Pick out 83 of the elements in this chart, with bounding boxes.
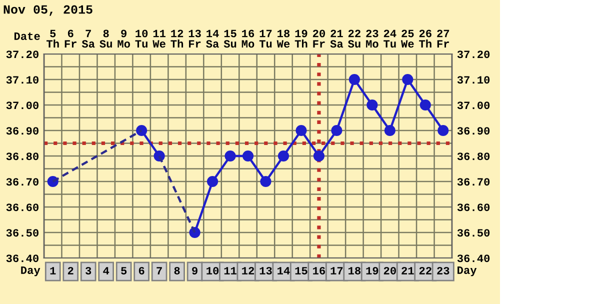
x2-axis-title: Date	[14, 32, 40, 40]
point	[366, 99, 378, 111]
x2-tick-label: 15 Su	[224, 30, 236, 48]
y-tick-label: 36.50	[6, 229, 38, 237]
x-tick-label: 20	[384, 266, 396, 274]
x-tick-label: 9	[192, 266, 198, 274]
point	[420, 99, 431, 111]
y2-tick-label: 36.40	[457, 254, 490, 262]
x-tick-label: 6	[138, 266, 144, 274]
y2-tick-label: 37.00	[457, 102, 490, 110]
point	[260, 176, 272, 188]
point	[206, 176, 218, 188]
x-tick-label: 3	[86, 266, 92, 275]
point	[242, 150, 254, 162]
x-tick-label: 17	[330, 267, 343, 274]
point	[313, 150, 325, 162]
x2-tick-label: 13 Fr	[188, 30, 201, 48]
x-tick-label: 21	[402, 266, 414, 274]
x2-tick-label: 17 Tu	[259, 30, 272, 48]
x2-tick-label: 7 Sa	[82, 30, 95, 48]
point	[384, 124, 396, 136]
x-tick-label: 7	[156, 267, 162, 274]
point	[402, 74, 414, 86]
x2-tick-label: 18 We	[276, 30, 290, 48]
x2-tick-label: 19 Th	[294, 30, 308, 48]
y-tick-label: 37.00	[6, 102, 38, 110]
y-tick-label: 36.60	[6, 204, 38, 212]
x-tick-label: 1	[50, 267, 56, 274]
y2-tick-label: 36.90	[457, 127, 490, 135]
x2-tick-label: 16 Mo	[242, 30, 254, 48]
x2-tick-label: 6 Fr	[64, 30, 76, 48]
y2-tick-label: 36.80	[457, 152, 490, 160]
y-tick-label: 36.90	[6, 127, 38, 135]
y-tick-label: 37.10	[6, 76, 38, 84]
y2-tick-label: 36.70	[457, 178, 490, 186]
x2-tick-label: 22 Su	[348, 30, 360, 48]
x2-tick-label: 10 Tu	[135, 30, 148, 48]
y2-tick-label: 36.60	[457, 204, 490, 212]
x-tick-label: 14	[278, 267, 290, 274]
x2-tick-label: 9 Mo	[118, 30, 130, 48]
x2-tick-label: 21 Sa	[330, 30, 344, 48]
x-tick-label: 23	[437, 266, 450, 275]
x-tick-label: 22	[419, 266, 432, 274]
x2-tick-label: 8 Su	[100, 30, 112, 48]
y2-tick-label: 36.50	[457, 229, 490, 237]
y2-tick-label: 37.10	[457, 76, 490, 84]
x2-tick-label: 14 Sa	[206, 30, 219, 48]
point	[278, 150, 290, 162]
x2-tick-label: 5 Th	[46, 30, 59, 48]
x-tick-label: 8	[174, 266, 180, 274]
x2-tick-label: 11 We	[152, 30, 166, 48]
x2-tick-label: 20 Fr	[312, 30, 325, 48]
y-tick-label: 36.70	[6, 178, 38, 186]
y-tick-label: 36.40	[6, 254, 38, 262]
x-tick-label: 2	[68, 266, 74, 274]
x-tick-label: 16	[313, 266, 326, 274]
point	[296, 124, 307, 136]
x-tick-label: 5	[121, 267, 127, 274]
y-tick-label: 36.80	[6, 152, 38, 160]
x-tick-label: 4	[103, 267, 110, 274]
chart-title: Nov 05, 2015	[4, 5, 92, 16]
text: Day	[458, 266, 477, 276]
x2-tick-label: 24 Tu	[384, 30, 396, 48]
x-tick-label: 13	[260, 266, 272, 275]
point	[136, 124, 148, 136]
point	[224, 150, 236, 162]
x-tick-label: 18	[348, 266, 361, 274]
x-tick-label: 15	[295, 267, 308, 274]
x-axis-title: Day	[21, 266, 40, 276]
x2-tick-label: 12 Th	[170, 30, 184, 48]
x2-tick-label: 25 We	[400, 30, 414, 48]
y2-tick-label: 37.20	[457, 50, 490, 58]
x-tick-label: 12	[242, 266, 254, 274]
x2-tick-label: 27 Fr	[437, 30, 450, 48]
point	[438, 124, 449, 136]
x-tick-label: 11	[224, 267, 236, 274]
x-tick-label: 10	[206, 266, 219, 274]
y-tick-label: 37.20	[6, 50, 38, 58]
x2-tick-label: 23 Mo	[366, 30, 378, 48]
x-tick-label: 19	[366, 266, 378, 274]
point	[348, 74, 360, 86]
point	[331, 124, 342, 136]
x2-tick-label: 26 Th	[419, 30, 432, 48]
